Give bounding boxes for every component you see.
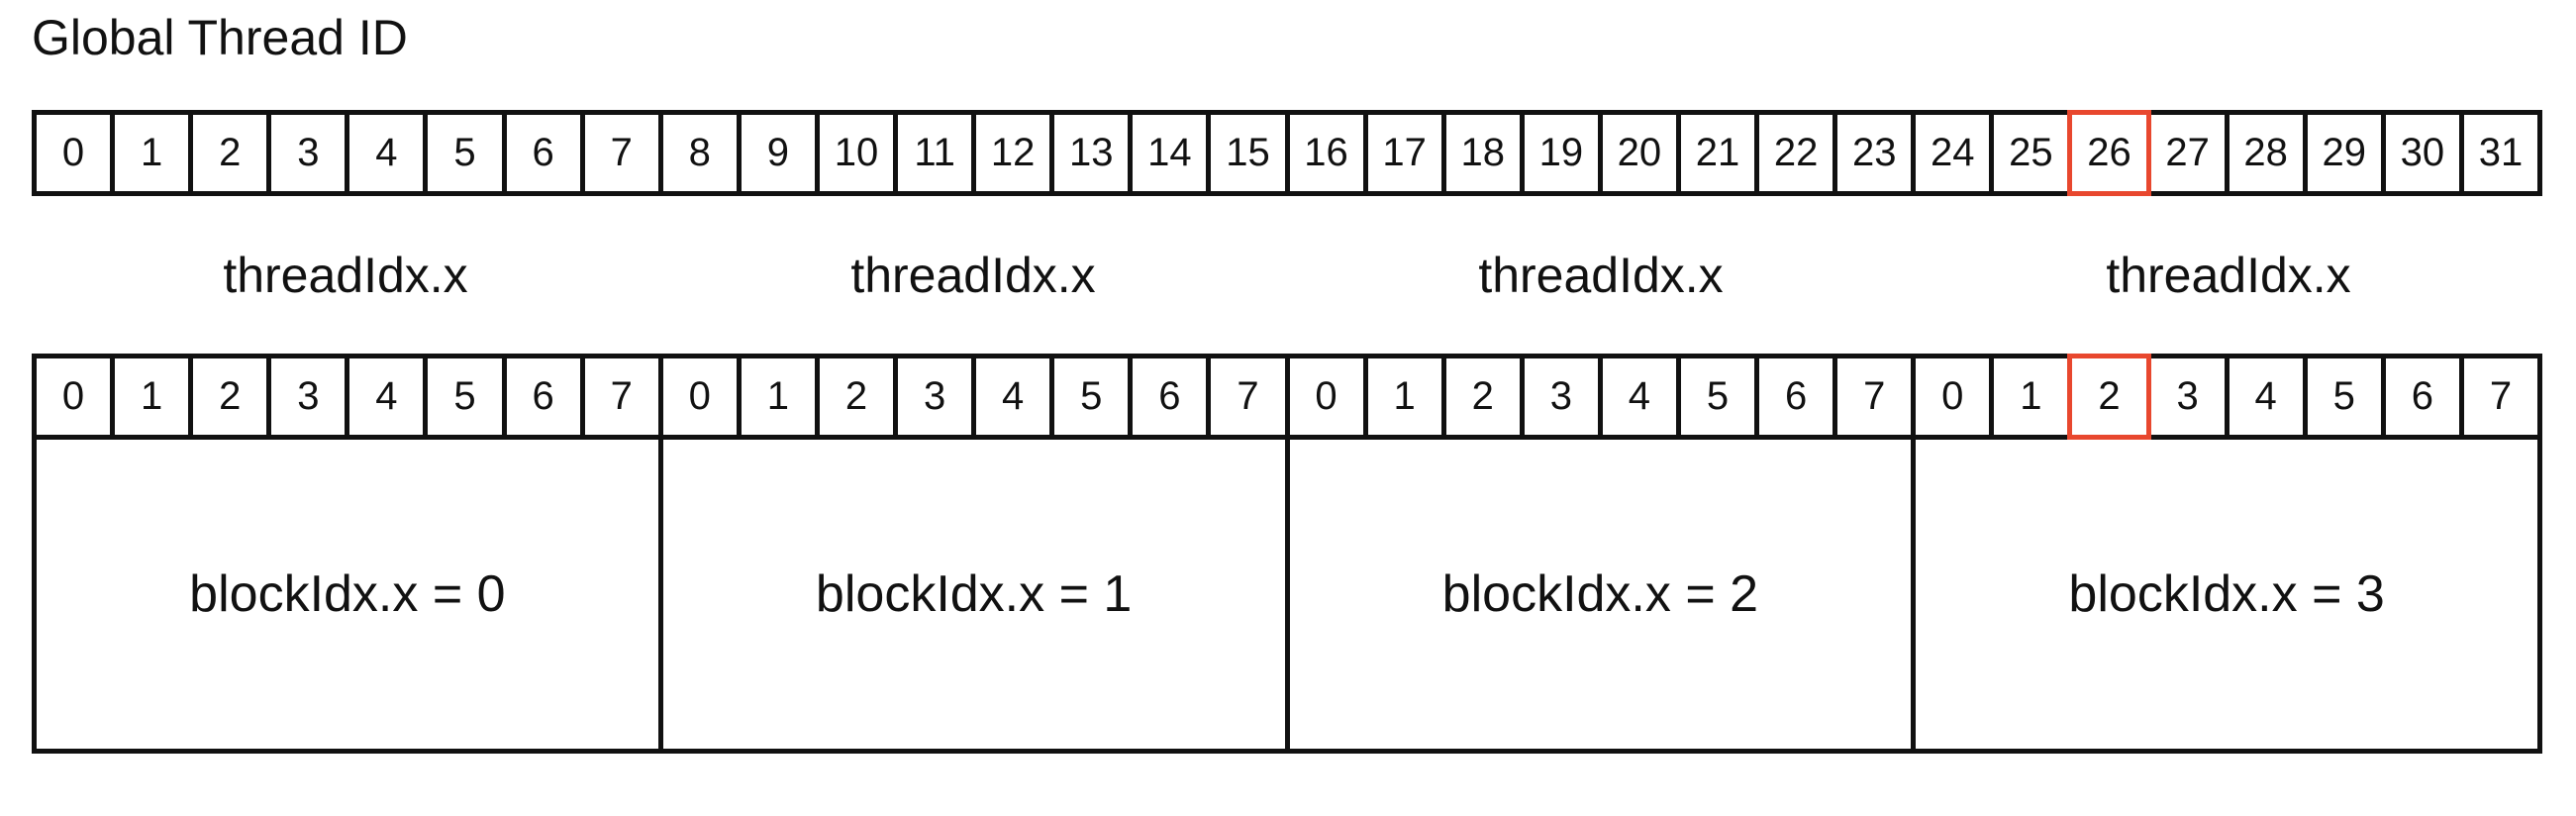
block-3: blockIdx.x = 3 [1911, 435, 2542, 754]
thread-idx-cell-15: 7 [1206, 354, 1290, 440]
thread-idx-cell-14: 6 [1128, 354, 1212, 440]
global-id-cell-10: 10 [814, 110, 899, 196]
global-id-cell-28: 28 [2224, 110, 2308, 196]
block-2: blockIdx.x = 2 [1284, 435, 1917, 754]
thread-idx-cell-31: 7 [2458, 354, 2542, 440]
thread-idx-cell-22: 6 [1754, 354, 1838, 440]
global-id-cell-1: 1 [110, 110, 194, 196]
global-id-cell-31: 31 [2458, 110, 2542, 196]
global-id-cell-2: 2 [188, 110, 272, 196]
global-id-cell-5: 5 [423, 110, 507, 196]
thread-idx-cell-27: 3 [2145, 354, 2229, 440]
global-id-cell-15: 15 [1206, 110, 1290, 196]
global-id-cell-25: 25 [1989, 110, 2073, 196]
global-id-cell-7: 7 [579, 110, 663, 196]
global-id-cell-19: 19 [1519, 110, 1603, 196]
thread-idx-cell-8: 0 [657, 354, 742, 440]
global-id-cell-26-highlighted: 26 [2067, 110, 2151, 196]
global-id-cell-6: 6 [501, 110, 585, 196]
thread-idx-cell-10: 2 [814, 354, 899, 440]
thread-idx-cell-6: 6 [501, 354, 585, 440]
global-id-cell-20: 20 [1597, 110, 1681, 196]
thread-idx-cell-11: 3 [893, 354, 977, 440]
thread-idx-cell-28: 4 [2224, 354, 2308, 440]
thread-idx-cell-18: 2 [1440, 354, 1525, 440]
global-id-cell-23: 23 [1833, 110, 1917, 196]
thread-idx-cell-21: 5 [1675, 354, 1760, 440]
thread-idx-cell-19: 3 [1519, 354, 1603, 440]
global-id-cell-12: 12 [971, 110, 1055, 196]
global-id-cell-30: 30 [2380, 110, 2464, 196]
global-id-cell-11: 11 [893, 110, 977, 196]
global-id-cell-18: 18 [1440, 110, 1525, 196]
thread-idx-cell-7: 7 [579, 354, 663, 440]
global-id-cell-29: 29 [2302, 110, 2386, 196]
thread-idx-label-0: threadIdx.x [223, 248, 468, 303]
global-id-cell-21: 21 [1675, 110, 1760, 196]
global-id-cell-8: 8 [657, 110, 742, 196]
thread-idx-cell-26-highlighted: 2 [2067, 354, 2151, 440]
thread-idx-label-2: threadIdx.x [1478, 248, 1724, 303]
thread-idx-label-1: threadIdx.x [850, 248, 1096, 303]
thread-idx-cell-24: 0 [1911, 354, 1995, 440]
block-0: blockIdx.x = 0 [32, 435, 663, 754]
global-id-cell-13: 13 [1049, 110, 1134, 196]
global-id-cell-16: 16 [1284, 110, 1368, 196]
thread-idx-label-row: threadIdx.x threadIdx.x threadIdx.x threadI… [32, 236, 2542, 315]
thread-idx-cell-12: 4 [971, 354, 1055, 440]
global-id-cell-0: 0 [32, 110, 116, 196]
global-id-cell-27: 27 [2145, 110, 2229, 196]
global-id-cell-14: 14 [1128, 110, 1212, 196]
thread-idx-cell-25: 1 [1989, 354, 2073, 440]
thread-idx-cell-3: 3 [266, 354, 350, 440]
global-id-cell-4: 4 [345, 110, 429, 196]
thread-idx-cell-23: 7 [1833, 354, 1917, 440]
thread-idx-cell-16: 0 [1284, 354, 1368, 440]
diagram-title: Global Thread ID [32, 10, 408, 65]
thread-idx-label-3: threadIdx.x [2106, 248, 2351, 303]
global-id-cell-22: 22 [1754, 110, 1838, 196]
block-1: blockIdx.x = 1 [657, 435, 1290, 754]
thread-idx-cell-9: 1 [736, 354, 820, 440]
block-idx-row: blockIdx.x = 0 blockIdx.x = 1 blockIdx.x =… [32, 435, 2542, 754]
global-thread-id-row: 0 1 2 3 4 5 6 7 8 9 10 11 12 13 14 15 16 17 18 19 20 21 22 23 24… [32, 110, 2542, 196]
thread-idx-cell-2: 2 [188, 354, 272, 440]
global-id-cell-24: 24 [1911, 110, 1995, 196]
global-id-cell-9: 9 [736, 110, 820, 196]
thread-idx-cell-29: 5 [2302, 354, 2386, 440]
thread-idx-cell-30: 6 [2380, 354, 2464, 440]
global-id-cell-3: 3 [266, 110, 350, 196]
thread-idx-cell-5: 5 [423, 354, 507, 440]
thread-idx-cell-1: 1 [110, 354, 194, 440]
thread-idx-cell-20: 4 [1597, 354, 1681, 440]
thread-idx-cell-0: 0 [32, 354, 116, 440]
thread-idx-cell-4: 4 [345, 354, 429, 440]
global-id-cell-17: 17 [1362, 110, 1446, 196]
thread-idx-cell-17: 1 [1362, 354, 1446, 440]
thread-idx-cell-13: 5 [1049, 354, 1134, 440]
